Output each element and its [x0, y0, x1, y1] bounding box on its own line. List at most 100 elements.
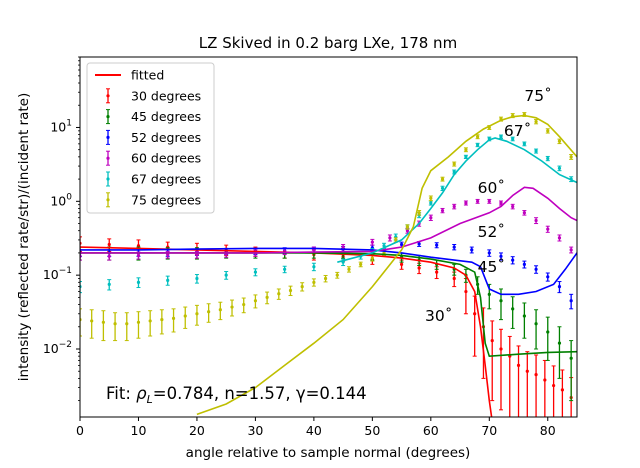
angle-annotation: 52˚	[478, 223, 505, 241]
data-point	[470, 248, 474, 252]
data-point	[435, 243, 439, 247]
data-point	[511, 137, 515, 141]
data-point	[242, 302, 246, 307]
fit-curve-1	[80, 246, 493, 417]
data-point	[499, 201, 503, 205]
data-point	[417, 266, 421, 270]
data-point	[335, 273, 339, 277]
data-point	[107, 282, 111, 286]
legend-entry-label: 52 degrees	[131, 130, 201, 145]
fit-curve-3	[80, 247, 577, 296]
x-tick-label: 80	[540, 423, 556, 438]
data-point	[195, 312, 199, 316]
data-point	[277, 292, 281, 296]
data-point	[552, 383, 556, 388]
data-point	[312, 280, 316, 284]
data-point	[341, 245, 345, 249]
data-point	[183, 314, 187, 318]
data-point	[166, 278, 170, 282]
data-point	[399, 242, 404, 247]
data-point	[300, 284, 304, 289]
y-tick-label: 10−2	[43, 340, 72, 356]
data-point	[429, 196, 433, 200]
data-point	[546, 227, 550, 231]
fit-label-prefix: Fit:	[106, 384, 136, 403]
data-point	[522, 314, 526, 318]
data-point	[534, 373, 538, 377]
data-point	[253, 270, 258, 274]
data-point	[522, 142, 526, 146]
data-point	[557, 166, 562, 170]
x-tick-label: 60	[423, 423, 439, 438]
angle-annotation: 30˚	[425, 307, 452, 325]
data-point	[511, 307, 515, 311]
data-point	[487, 292, 491, 296]
y-tick-exponent: −1	[59, 266, 72, 276]
data-point	[452, 245, 456, 249]
fit-curve-6	[196, 114, 577, 416]
data-point	[464, 201, 468, 205]
data-point	[543, 378, 547, 382]
x-tick-label: 0	[76, 423, 84, 438]
data-point	[370, 240, 374, 244]
data-point	[417, 242, 421, 246]
data-point	[476, 135, 480, 139]
data-point	[511, 204, 515, 209]
y-tick-base: 10	[43, 341, 59, 356]
data-point	[557, 139, 562, 143]
y-tick-base: 10	[50, 193, 66, 208]
data-point	[440, 208, 445, 213]
legend-marker	[106, 177, 110, 181]
fit-parameters-label: Fit: ρL=0.784, n=1.57, γ=0.144	[106, 384, 367, 406]
plot-area	[80, 112, 577, 417]
data-point	[394, 238, 398, 242]
data-point	[546, 330, 550, 334]
data-point	[230, 305, 234, 309]
data-point	[405, 225, 410, 229]
legend-entry-label: 75 degrees	[131, 192, 201, 207]
y-tick-label: 10−1	[43, 266, 72, 282]
data-point	[136, 320, 141, 324]
series-4	[80, 198, 574, 261]
data-point	[125, 322, 129, 326]
data-point	[557, 284, 562, 289]
data-point	[370, 256, 374, 260]
data-point	[288, 288, 293, 293]
data-point	[107, 242, 111, 247]
legend-marker	[106, 198, 110, 202]
data-point	[440, 177, 445, 181]
x-tick-label: 70	[481, 423, 497, 438]
y-tick-exponent: 0	[66, 192, 72, 202]
data-point	[136, 244, 141, 248]
legend-entry-label: 67 degrees	[131, 172, 201, 187]
data-point	[224, 273, 228, 277]
data-point	[499, 299, 503, 303]
legend-entry-label: 60 degrees	[131, 151, 201, 166]
data-point	[405, 229, 410, 233]
data-point	[560, 388, 564, 392]
data-point	[569, 248, 573, 252]
angle-annotation: 75˚	[524, 87, 551, 105]
data-point	[218, 308, 222, 312]
fit-curve-4	[80, 186, 577, 254]
data-point	[522, 211, 526, 215]
legend-marker	[106, 94, 110, 98]
y-tick-exponent: 1	[66, 118, 72, 128]
data-point	[557, 236, 562, 240]
data-point	[399, 262, 404, 266]
x-tick-label: 20	[189, 423, 205, 438]
data-point	[160, 318, 164, 322]
y-tick-base: 10	[43, 267, 59, 282]
data-point	[476, 199, 480, 203]
fit-label-rho: ρ	[136, 384, 147, 403]
data-point	[569, 356, 573, 360]
x-tick-label: 40	[306, 423, 322, 438]
legend-frame	[86, 62, 215, 214]
data-point	[546, 275, 550, 279]
data-point	[522, 262, 526, 266]
data-point	[148, 319, 152, 323]
axes-frame	[79, 56, 578, 418]
data-point	[516, 363, 521, 367]
data-point	[195, 252, 199, 257]
